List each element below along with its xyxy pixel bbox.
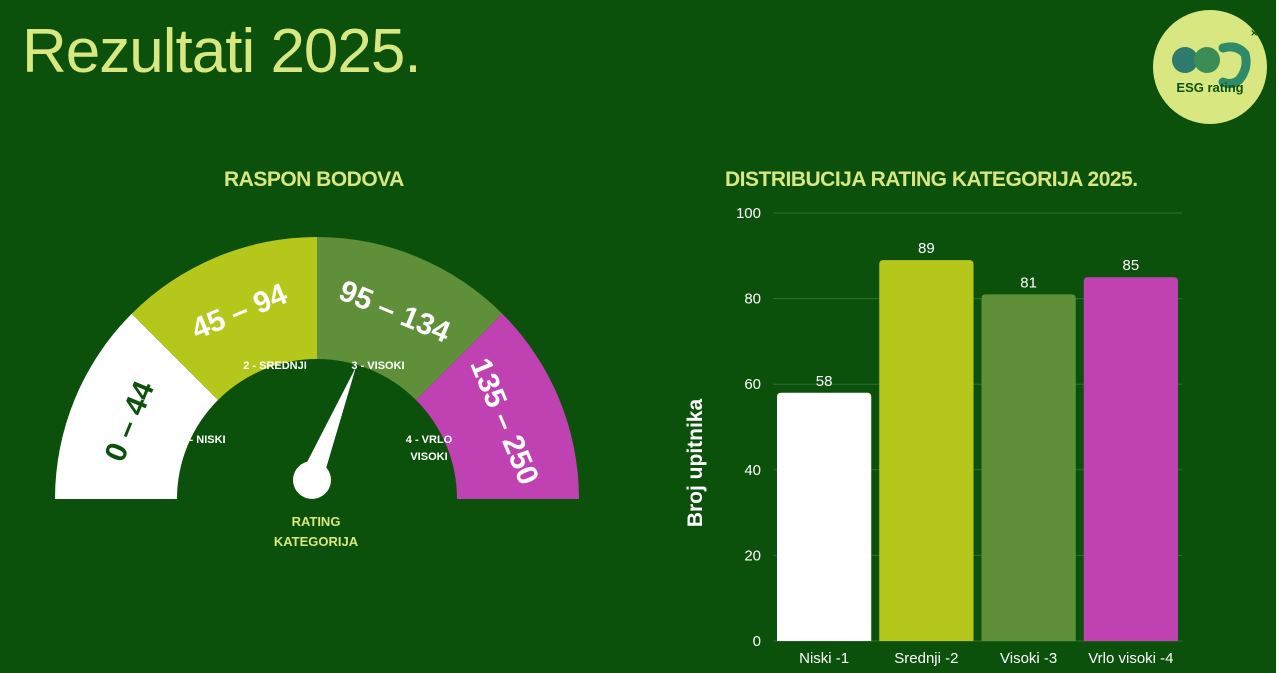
bar-3	[981, 294, 1076, 641]
gauge-segment-2	[131, 237, 317, 401]
rating-category-line1: RATING	[291, 514, 341, 529]
page-title: Rezultati 2025.	[22, 17, 422, 86]
chart-ytick-label: 40	[744, 462, 761, 479]
bar-value-label: 89	[918, 240, 935, 257]
rating-distribution-chart: 0 20 40 60 80 100 58 89 81 85 Niski -1 Srednji -2…	[684, 205, 1182, 667]
rating-category-line2: KATEGORIJA	[273, 534, 359, 549]
chart-ylabel: Broj upitnika	[684, 399, 707, 528]
chart-xtick-label: Niski -1	[799, 650, 849, 667]
chart-xtick-label: Vrlo visoki -4	[1088, 650, 1173, 667]
chart-ytick-label: 100	[736, 205, 761, 222]
chart-xtick-label: Visoki -3	[1000, 650, 1057, 667]
rating-category-label: RATING KATEGORIJA	[256, 512, 376, 552]
gauge-segment-4	[415, 313, 579, 499]
esg-rating-logo: × ESG rating	[1153, 10, 1267, 124]
bar-4	[1083, 277, 1178, 641]
svg-text:×: ×	[1250, 28, 1258, 39]
chart-ytick-label: 80	[744, 291, 761, 308]
chart-ytick-label: 20	[744, 547, 761, 564]
chart-xtick-label: Srednji -2	[894, 650, 958, 667]
gauge-category-3: 3 - VISOKI	[351, 360, 405, 372]
gauge-needle	[302, 367, 356, 482]
gauge-category-4: 4 - VRLO VISOKI	[405, 434, 453, 463]
logo-icon: ×	[1172, 28, 1258, 89]
gauge-needle-hub	[293, 461, 331, 499]
gauge-segment-1	[55, 313, 219, 499]
gauge-segment-3	[317, 237, 503, 401]
chart-title: DISTRIBUCIJA RATING KATEGORIJA 2025.	[725, 168, 1138, 191]
gauge-title: RASPON BODOVA	[224, 168, 404, 191]
gauge-category-1: 1 - NISKI	[180, 434, 226, 446]
bar-value-label: 85	[1123, 257, 1140, 274]
chart-ytick-label: 60	[744, 376, 761, 393]
bar-1	[777, 392, 872, 641]
logo-text: ESG rating	[1176, 80, 1244, 95]
chart-ytick-label: 0	[753, 633, 761, 650]
bar-value-label: 81	[1020, 274, 1037, 291]
bar-2	[879, 260, 974, 641]
gauge-category-2: 2 - SREDNJI	[243, 360, 307, 372]
bar-value-label: 58	[816, 373, 833, 390]
